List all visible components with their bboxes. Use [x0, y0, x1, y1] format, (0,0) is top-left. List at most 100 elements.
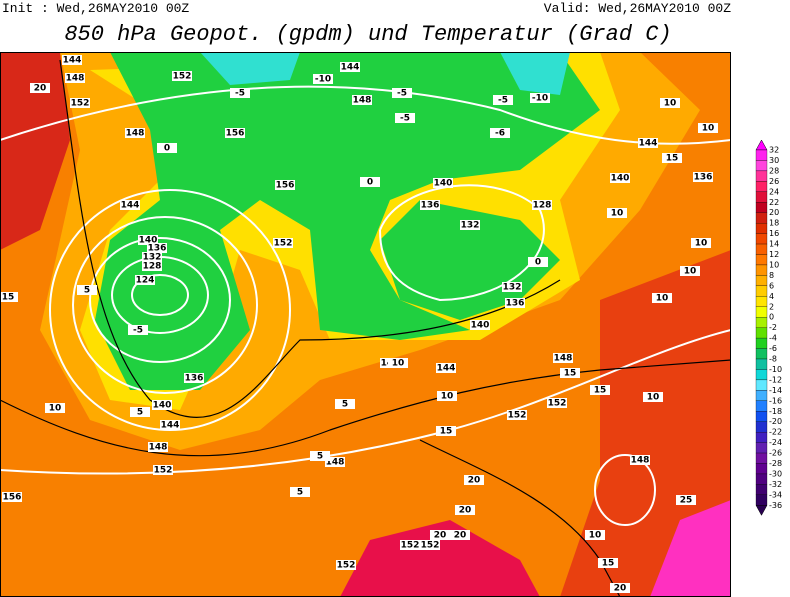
- geopotential-label-box: [138, 235, 158, 245]
- temperature-label-box: [30, 83, 50, 93]
- geopotential-label: 152: [401, 541, 420, 551]
- temperature-label-box: [643, 392, 663, 402]
- colorbar-label: -2: [769, 323, 777, 332]
- temperature-label-box: [490, 128, 510, 138]
- colorbar-label: 12: [769, 250, 779, 259]
- temperature-label: 20: [459, 506, 472, 516]
- colorbar-band: [755, 390, 768, 401]
- temperature-label-box: [493, 95, 513, 105]
- warm-area: [0, 52, 70, 250]
- temperature-label: -6: [495, 129, 505, 139]
- geopotential-label-box: [420, 200, 440, 210]
- temperature-label: 5: [137, 408, 143, 418]
- temperature-label-box: [450, 530, 470, 540]
- colorbar-band: [755, 411, 768, 422]
- colorbar-band: [755, 243, 768, 255]
- geopotential-label: 132: [143, 253, 162, 263]
- temperature-label: 0: [164, 144, 170, 154]
- warm-area: [560, 250, 731, 597]
- init-time: Init : Wed,26MAY2010 00Z: [2, 1, 189, 16]
- geopotential-label-box: [502, 282, 522, 292]
- colorbar-band: [755, 170, 768, 182]
- temperature-label: 20: [434, 531, 447, 541]
- geopotential-label-box: [172, 71, 192, 81]
- geopotential-label-box: [2, 492, 22, 502]
- geopotential-label-box: [120, 200, 140, 210]
- temperature-label-box: [45, 403, 65, 413]
- geopotential-label: 148: [149, 443, 168, 453]
- geopotential-label-box: [532, 200, 552, 210]
- geopotential-label-box: [547, 398, 567, 408]
- temperature-label: -10: [315, 75, 331, 85]
- colorbar-label: -22: [769, 428, 782, 437]
- geopotential-label: 132: [503, 283, 522, 293]
- temperature-label-box: [310, 451, 330, 461]
- temperature-label-box: [157, 143, 177, 153]
- geopotential-label-box: [352, 95, 372, 105]
- temperature-label-box: [464, 475, 484, 485]
- colorbar-label: 6: [769, 281, 774, 290]
- hot-area: [340, 520, 540, 597]
- colorbar-label: 10: [769, 260, 779, 269]
- temperature-label: 15: [564, 369, 577, 379]
- temperature-label-box: [128, 325, 148, 335]
- temperature-label-box: [313, 74, 333, 84]
- colorbar-band: [755, 233, 768, 245]
- temperature-label: 15: [2, 293, 15, 303]
- temperature-label-box: [388, 358, 408, 368]
- geopotential-label-box: [420, 540, 440, 550]
- temperature-label-box: [392, 88, 412, 98]
- geopotential-label-box: [630, 455, 650, 465]
- temperature-label: 20: [34, 84, 47, 94]
- geopotential-label-box: [610, 173, 630, 183]
- temperature-label-box: [335, 399, 355, 409]
- temperature-label: 15: [602, 559, 615, 569]
- colorbar-label: -6: [769, 344, 777, 353]
- geopotential-label: 152: [508, 411, 527, 421]
- map-area: 1441481521481441401361321281241361401441…: [0, 52, 731, 597]
- geopotential-label: 148: [631, 456, 650, 466]
- temperature-label: 0: [367, 178, 373, 188]
- colorbar-band: [755, 442, 768, 454]
- temperature-label-box: [0, 292, 18, 302]
- temperature-label: 5: [84, 286, 90, 296]
- temperature-label: 0: [535, 258, 541, 268]
- temperature-label: 15: [440, 427, 453, 437]
- map-title: 850 hPa Geopot. (gpdm) und Temperatur (G…: [64, 22, 671, 47]
- geopotential-label-box: [340, 62, 360, 72]
- colorbar-band: [755, 463, 768, 475]
- temperature-label-box: [691, 238, 711, 248]
- temperature-label: 10: [589, 531, 602, 541]
- temperature-label-box: [662, 153, 682, 163]
- geopotential-label: 140: [611, 174, 630, 184]
- colorbar-label: -16: [769, 396, 782, 405]
- temperature-label-box: [598, 558, 618, 568]
- colorbar-band: [755, 181, 768, 192]
- colorbar-label: 18: [769, 219, 779, 228]
- geopotential-label: 152: [71, 99, 90, 109]
- colorbar-label: 4: [769, 292, 774, 301]
- colorbar-label: -8: [769, 355, 777, 364]
- geopotential-label: 140: [471, 321, 490, 331]
- geopotential-label-box: [153, 465, 173, 475]
- colorbar-band: [755, 327, 768, 339]
- temperature-label: 10: [392, 359, 405, 369]
- colorbar: 32302826242220181614121086420-2-4-6-8-10…: [755, 139, 782, 516]
- colorbar-band: [755, 296, 768, 307]
- temperature-label: 20: [468, 476, 481, 486]
- geopotential-label-box: [275, 180, 295, 190]
- temperature-label: 10: [695, 239, 708, 249]
- colorbar-band: [755, 191, 768, 203]
- geopotential-label-box: [505, 298, 525, 308]
- colorbar-label: 32: [769, 146, 779, 155]
- geopotential-label: 152: [154, 466, 173, 476]
- geopotential-label-box: [553, 353, 573, 363]
- colorbar-label: 24: [769, 187, 779, 196]
- geopotential-label-box: [470, 320, 490, 330]
- geopotential-label: 148: [126, 129, 145, 139]
- temperature-label: -5: [133, 326, 143, 336]
- geopotential-label: 156: [276, 181, 295, 191]
- temperature-label: 10: [702, 124, 715, 134]
- colorbar-label: -18: [769, 407, 782, 416]
- temperature-label: 10: [611, 209, 624, 219]
